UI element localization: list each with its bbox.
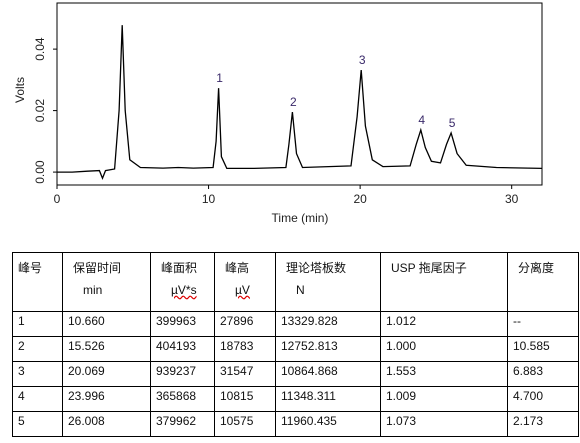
cell: 4.700 [507, 386, 579, 412]
cell: 23.996 [62, 386, 151, 412]
column-unit: µV [235, 283, 250, 297]
data-row: 2 15.526 404193 18783 12752.813 1.000 10.585 [12, 336, 579, 362]
header-row: 峰号 保留时间 min 峰面积 µV*s 峰高 µV 理论塔板数 N USP 拖尾因子 分离度 [12, 252, 579, 312]
cell: 399963 [150, 311, 215, 337]
header-cell: 理论塔板数 N [275, 252, 381, 312]
column-title: 保留时间 [73, 261, 122, 275]
column-title: 峰高 [225, 261, 250, 275]
cell: 1.012 [380, 311, 508, 337]
peak-label: 5 [449, 116, 456, 130]
x-tick-label: 10 [202, 192, 216, 206]
header-cell: 峰高 µV [214, 252, 276, 312]
x-axis-label: Time (min) [272, 211, 329, 225]
cell: 379962 [150, 411, 215, 437]
cell: 10864.868 [275, 361, 381, 387]
cell: 939237 [150, 361, 215, 387]
cell: 3 [12, 361, 63, 387]
peak-label: 4 [418, 113, 425, 127]
cell: 10815 [214, 386, 276, 412]
cell: 31547 [214, 361, 276, 387]
plot-frame [56, 2, 543, 186]
cell: 2.173 [507, 411, 579, 437]
cell: 20.069 [62, 361, 151, 387]
column-unit: min [83, 283, 103, 297]
cell: 15.526 [62, 336, 151, 362]
cell: 404193 [150, 336, 215, 362]
y-tick-label: 0.04 [33, 37, 47, 61]
column-unit: N [296, 283, 305, 297]
cell: -- [507, 311, 579, 337]
trace [57, 25, 543, 180]
cell: 11348.311 [275, 386, 381, 412]
cell: 13329.828 [275, 311, 381, 337]
y-tick-label: 0.02 [33, 99, 47, 123]
y-axis-label: Volts [13, 77, 27, 103]
y-tick-label: 0.00 [33, 160, 47, 184]
cell: 6.883 [507, 361, 579, 387]
cell: 12752.813 [275, 336, 381, 362]
column-title: 峰号 [18, 261, 43, 275]
data-row: 5 26.008 379962 10575 11960.435 1.073 2.173 [12, 411, 579, 437]
cell: 10.585 [507, 336, 579, 362]
header-cell: 分离度 [507, 252, 579, 312]
peak-label: 2 [290, 95, 297, 109]
cell: 4 [12, 386, 63, 412]
cell: 10.660 [62, 311, 151, 337]
cell: 18783 [214, 336, 276, 362]
cell: 10575 [214, 411, 276, 437]
header-cell: 峰面积 µV*s [150, 252, 215, 312]
x-tick-label: 30 [505, 192, 519, 206]
cell: 2 [12, 336, 63, 362]
cell: 1.073 [380, 411, 508, 437]
cell: 1.000 [380, 336, 508, 362]
x-tick-label: 0 [54, 192, 61, 206]
data-row: 1 10.660 399963 27896 13329.828 1.012 -- [12, 311, 579, 337]
cell: 365868 [150, 386, 215, 412]
column-title: USP 拖尾因子 [391, 261, 467, 275]
x-tick-label: 20 [353, 192, 367, 206]
column-title: 分离度 [518, 261, 555, 275]
cell: 27896 [214, 311, 276, 337]
peak-label: 1 [216, 71, 223, 85]
cell: 1 [12, 311, 63, 337]
data-row: 3 20.069 939237 31547 10864.868 1.553 6.883 [12, 361, 579, 387]
cell: 1.009 [380, 386, 508, 412]
data-row: 4 23.996 365868 10815 11348.311 1.009 4.700 [12, 386, 579, 412]
results-table: 峰号 保留时间 min 峰面积 µV*s 峰高 µV 理论塔板数 N USP 拖尾因子 分离度 1 10… [12, 252, 579, 437]
cell: 1.553 [380, 361, 508, 387]
cell: 26.008 [62, 411, 151, 437]
header-cell: USP 拖尾因子 [380, 252, 508, 312]
chromatogram: Time (min) Volts 0 10 20 30 0.00 0.02 0.04 1 2 3 4… [13, 2, 543, 225]
header-cell: 峰号 [12, 252, 63, 312]
cell: 11960.435 [275, 411, 381, 437]
peak-label: 3 [359, 53, 366, 67]
column-unit: µV*s [171, 283, 197, 297]
header-cell: 保留时间 min [62, 252, 151, 312]
column-title: 峰面积 [161, 261, 198, 275]
column-title: 理论塔板数 [286, 261, 347, 275]
cell: 5 [12, 411, 63, 437]
